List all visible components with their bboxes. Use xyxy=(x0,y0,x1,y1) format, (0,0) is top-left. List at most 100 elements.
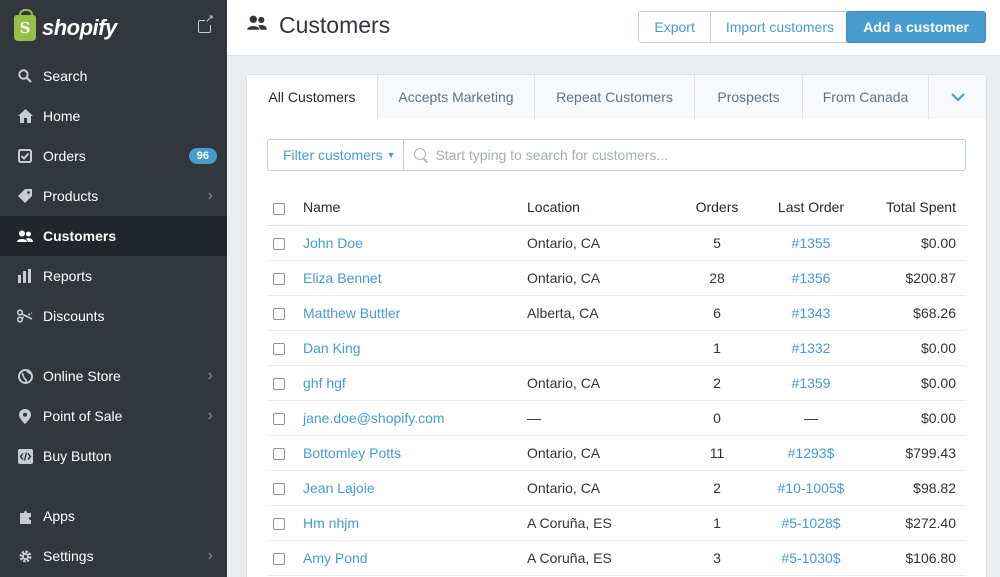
table-row[interactable]: Bottomley Potts Ontario, CA 11 #1293$ $799.4… xyxy=(267,435,966,471)
table-row[interactable]: jane.doe@shopify.com —0— $0.00 xyxy=(267,400,966,436)
bar-chart-icon xyxy=(16,267,34,285)
customer-total-spent: $106.80 xyxy=(871,540,966,576)
customer-name-link[interactable]: Eliza Bennet xyxy=(303,269,382,286)
table-row[interactable]: Eliza Bennet Ontario, CA 28 #1356 $200.87 xyxy=(267,260,966,296)
row-select-cell xyxy=(267,435,303,471)
table-row[interactable]: ghf hgf Ontario, CA 2 #1359 $0.00 xyxy=(267,365,966,401)
globe-icon xyxy=(16,367,34,385)
row-checkbox[interactable] xyxy=(273,307,285,320)
customer-location: Ontario, CA xyxy=(527,470,683,506)
home-icon xyxy=(16,107,34,125)
row-checkbox[interactable] xyxy=(273,447,285,460)
export-button[interactable]: Export xyxy=(638,11,711,43)
customer-name-link[interactable]: Dan King xyxy=(303,339,361,356)
page-header: Customers Export Import customers Add a … xyxy=(227,0,1000,56)
last-order-link[interactable]: #5-1028$ xyxy=(781,514,841,531)
customer-name-link[interactable]: ghf hgf xyxy=(303,374,346,391)
tab-all-customers[interactable]: All Customers xyxy=(247,75,378,119)
row-select-cell xyxy=(267,540,303,576)
last-order-link[interactable]: #1332 xyxy=(791,339,831,356)
brand[interactable]: S shopify xyxy=(0,0,227,56)
column-header-location[interactable]: Location xyxy=(527,190,683,226)
sidebar-item-online-store[interactable]: Online Store › xyxy=(0,356,227,396)
row-select-cell xyxy=(267,225,303,261)
tab-from-canada[interactable]: From Canada xyxy=(803,75,929,119)
customer-total-spent: $0.00 xyxy=(871,400,966,436)
customer-name-link[interactable]: Jean Lajoie xyxy=(303,479,375,496)
tab-repeat-customers[interactable]: Repeat Customers xyxy=(535,75,695,119)
sidebar-item-discounts[interactable]: Discounts xyxy=(0,296,227,336)
tab-accepts-marketing[interactable]: Accepts Marketing xyxy=(378,75,535,119)
customer-search-input[interactable] xyxy=(435,147,965,163)
customer-orders-count: 3 xyxy=(683,540,751,576)
sidebar-item-settings[interactable]: Settings › xyxy=(0,536,227,576)
last-order-link[interactable]: #1293$ xyxy=(787,444,835,461)
code-icon xyxy=(16,447,34,465)
row-select-cell xyxy=(267,295,303,331)
more-tabs-chevron-icon[interactable] xyxy=(929,75,986,119)
external-link-icon[interactable] xyxy=(198,13,214,33)
search-icon xyxy=(414,148,427,162)
tab-prospects[interactable]: Prospects xyxy=(695,75,803,119)
customer-location: Ontario, CA xyxy=(527,435,683,471)
customer-name-link[interactable]: Matthew Buttler xyxy=(303,304,401,321)
select-all-checkbox[interactable] xyxy=(273,202,285,215)
customer-name-link[interactable]: jane.doe@shopify.com xyxy=(303,409,445,426)
add-customer-button[interactable]: Add a customer xyxy=(846,11,986,43)
filter-customers-button[interactable]: Filter customers ▼ xyxy=(267,139,404,171)
sidebar-item-label: Apps xyxy=(43,508,75,524)
nav-spacer xyxy=(0,336,227,356)
sidebar-item-point-of-sale[interactable]: Point of Sale › xyxy=(0,396,227,436)
sidebar-item-label: Search xyxy=(43,68,88,84)
last-order-link[interactable]: #1356 xyxy=(791,269,831,286)
sidebar-item-reports[interactable]: Reports xyxy=(0,256,227,296)
nav-spacer xyxy=(0,476,227,496)
customer-location: A Coruña, ES xyxy=(527,505,683,541)
chevron-right-icon: › xyxy=(207,407,213,424)
table-row[interactable]: Amy Pond A Coruña, ES 3 #5-1030$ $106.80 xyxy=(267,540,966,576)
sidebar-item-products[interactable]: Products › xyxy=(0,176,227,216)
customer-location: Ontario, CA xyxy=(527,225,683,261)
row-checkbox[interactable] xyxy=(273,482,285,495)
row-checkbox[interactable] xyxy=(273,237,285,250)
import-customers-button[interactable]: Import customers xyxy=(710,11,850,43)
sidebar-item-apps[interactable]: Apps xyxy=(0,496,227,536)
last-order-link[interactable]: #5-1030$ xyxy=(781,549,841,566)
customer-name-link[interactable]: Bottomley Potts xyxy=(303,444,402,461)
row-select-cell xyxy=(267,365,303,401)
row-checkbox[interactable] xyxy=(273,377,285,390)
table-row[interactable]: Dan King 1 #1332 $0.00 xyxy=(267,330,966,366)
sidebar-item-orders[interactable]: Orders 96 xyxy=(0,136,227,176)
column-header-last-order[interactable]: Last Order xyxy=(751,190,871,226)
customer-name-link[interactable]: John Doe xyxy=(303,234,363,251)
column-header-orders[interactable]: Orders xyxy=(683,190,751,226)
table-row[interactable]: John Doe Ontario, CA 5 #1355 $0.00 xyxy=(267,225,966,261)
table-row[interactable]: Hm nhjm A Coruña, ES 1 #5-1028$ $272.40 xyxy=(267,505,966,541)
row-checkbox[interactable] xyxy=(273,272,285,285)
customer-total-spent: $0.00 xyxy=(871,330,966,366)
customer-name-link[interactable]: Amy Pond xyxy=(303,549,368,566)
sidebar-item-label: Discounts xyxy=(43,308,105,324)
last-order-link[interactable]: #10-1005$ xyxy=(777,479,845,496)
row-checkbox[interactable] xyxy=(273,552,285,565)
sidebar-item-search[interactable]: Search xyxy=(0,56,227,96)
sidebar-item-home[interactable]: Home xyxy=(0,96,227,136)
customer-location: — xyxy=(527,400,683,436)
last-order-link[interactable]: #1355 xyxy=(791,234,831,251)
last-order-link[interactable]: #1359 xyxy=(791,374,831,391)
row-checkbox[interactable] xyxy=(273,412,285,425)
column-header-total-spent[interactable]: Total Spent xyxy=(871,190,966,226)
sidebar-item-customers[interactable]: Customers xyxy=(0,216,227,256)
table-row[interactable]: Matthew Buttler Alberta, CA 6 #1343 $68.26 xyxy=(267,295,966,331)
row-checkbox[interactable] xyxy=(273,517,285,530)
customer-name-link[interactable]: Hm nhjm xyxy=(303,514,360,531)
table-row[interactable]: Jean Lajoie Ontario, CA 2 #10-1005$ $98.82 xyxy=(267,470,966,506)
customer-orders-count: 6 xyxy=(683,295,751,331)
column-header-name[interactable]: Name xyxy=(303,190,527,226)
last-order-link: — xyxy=(804,409,818,426)
customer-location: A Coruña, ES xyxy=(527,540,683,576)
last-order-link[interactable]: #1343 xyxy=(791,304,831,321)
customer-orders-count: 2 xyxy=(683,470,751,506)
sidebar-item-buy-button[interactable]: Buy Button xyxy=(0,436,227,476)
row-checkbox[interactable] xyxy=(273,342,285,355)
